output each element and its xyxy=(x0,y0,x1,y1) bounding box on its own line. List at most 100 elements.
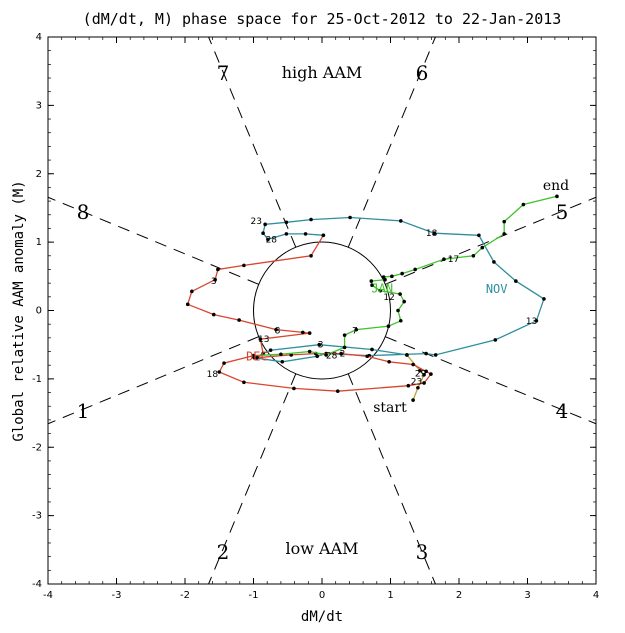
data-point-dec xyxy=(307,331,312,335)
series-layer xyxy=(185,194,559,402)
y-tick-label: 3 xyxy=(36,100,42,111)
x-tick-label: -1 xyxy=(249,590,259,601)
data-point-nov xyxy=(315,354,320,359)
data-point-nov xyxy=(280,359,285,364)
data-point-dec xyxy=(255,355,259,360)
region-label-high-aam: high AAM xyxy=(282,63,363,82)
phase-number-2: 2 xyxy=(217,540,230,564)
data-point-jan xyxy=(471,254,476,258)
data-point-dec xyxy=(237,318,241,322)
data-point-dec xyxy=(422,381,426,385)
data-point-jan xyxy=(442,257,446,262)
data-point-jan xyxy=(555,194,559,199)
day-label: 23 xyxy=(411,378,422,388)
y-tick-label: 2 xyxy=(36,169,42,180)
x-axis-label: dM/dt xyxy=(301,609,343,625)
data-point-nov xyxy=(303,232,308,236)
data-point-jan xyxy=(413,267,417,272)
phase-boundary-line xyxy=(208,373,297,585)
data-point-dec xyxy=(339,351,343,356)
day-label: 17 xyxy=(448,255,459,265)
data-point-nov xyxy=(493,338,498,342)
data-point-nov xyxy=(514,279,518,283)
data-point-jan xyxy=(521,202,526,207)
data-point-nov xyxy=(424,351,428,356)
data-point-dec xyxy=(309,254,313,258)
x-tick-label: 2 xyxy=(456,590,462,601)
day-label: 28 xyxy=(266,235,278,245)
chart-title: (dM/dt, M) phase space for 25-Oct-2012 t… xyxy=(83,10,562,28)
data-point-nov xyxy=(268,348,273,352)
data-point-dec xyxy=(387,359,391,364)
day-label: 29 xyxy=(415,369,427,379)
phase-number-4: 4 xyxy=(556,399,569,423)
series-line-dec xyxy=(186,234,432,392)
day-label: 23 xyxy=(251,217,262,227)
day-label: 13 xyxy=(526,317,537,327)
x-tick-label: 4 xyxy=(593,590,599,601)
data-point-nov xyxy=(477,233,481,238)
y-tick-label: 4 xyxy=(36,32,42,43)
day-label: 13 xyxy=(258,335,269,345)
day-label: 28 xyxy=(326,352,338,362)
data-point-jan xyxy=(342,333,347,337)
data-point-dec xyxy=(301,330,305,335)
day-label: 3 xyxy=(211,277,217,287)
data-point-dec xyxy=(289,353,293,357)
end-label: end xyxy=(543,178,569,194)
data-point-jan xyxy=(251,353,256,358)
data-point-dec xyxy=(185,302,190,307)
data-point-dec xyxy=(242,380,246,385)
phase-boundary-line xyxy=(47,196,259,285)
y-tick-label: 0 xyxy=(36,306,42,317)
data-point-dec xyxy=(242,263,246,268)
series-line-nov xyxy=(251,216,545,363)
data-point-dec xyxy=(216,267,220,272)
data-point-nov xyxy=(398,219,403,223)
data-point-jan xyxy=(396,308,400,313)
phase-lines xyxy=(47,36,597,585)
phase-number-5: 5 xyxy=(556,200,569,224)
data-point-nov xyxy=(542,297,546,301)
data-point-nov xyxy=(348,215,352,220)
day-label: 18 xyxy=(207,370,219,380)
day-label: 8 xyxy=(275,326,281,336)
data-point-dec xyxy=(217,370,222,374)
data-point-jan xyxy=(383,277,387,282)
phase-boundary-line xyxy=(208,36,297,248)
day-label: 7 xyxy=(352,326,358,336)
y-tick-label: -1 xyxy=(32,374,42,385)
data-point-dec xyxy=(274,327,278,332)
data-point-oct xyxy=(418,368,422,373)
day-label: 3 xyxy=(318,341,324,351)
data-point-jan xyxy=(400,271,404,276)
data-point-dec xyxy=(406,383,411,388)
data-point-jan xyxy=(354,327,359,332)
phase-boundary-line xyxy=(385,196,597,285)
data-point-jan xyxy=(279,352,283,357)
day-label: 18 xyxy=(426,229,438,239)
data-point-jan xyxy=(324,353,328,357)
x-tick-label: -4 xyxy=(43,590,53,601)
phase-number-7: 7 xyxy=(217,61,230,85)
month-label-jan: JAN xyxy=(371,281,393,295)
data-point-dec xyxy=(335,389,340,393)
start-label: start xyxy=(373,400,407,416)
day-label: 2 xyxy=(340,350,346,360)
data-point-nov xyxy=(263,222,267,227)
phase-number-1: 1 xyxy=(77,399,90,423)
data-point-jan xyxy=(381,275,386,279)
phase-boundary-line xyxy=(347,373,436,585)
data-point-nov xyxy=(433,353,438,357)
y-tick-label: -2 xyxy=(32,442,42,453)
data-point-nov xyxy=(405,353,409,357)
phase-number-8: 8 xyxy=(77,200,90,224)
data-point-dec xyxy=(321,233,326,238)
x-tick-label: 3 xyxy=(524,590,530,601)
data-point-nov xyxy=(317,342,322,347)
data-point-nov xyxy=(309,217,313,222)
x-tick-label: -3 xyxy=(112,590,122,601)
data-point-jan xyxy=(369,279,374,283)
data-point-dec xyxy=(292,386,296,391)
